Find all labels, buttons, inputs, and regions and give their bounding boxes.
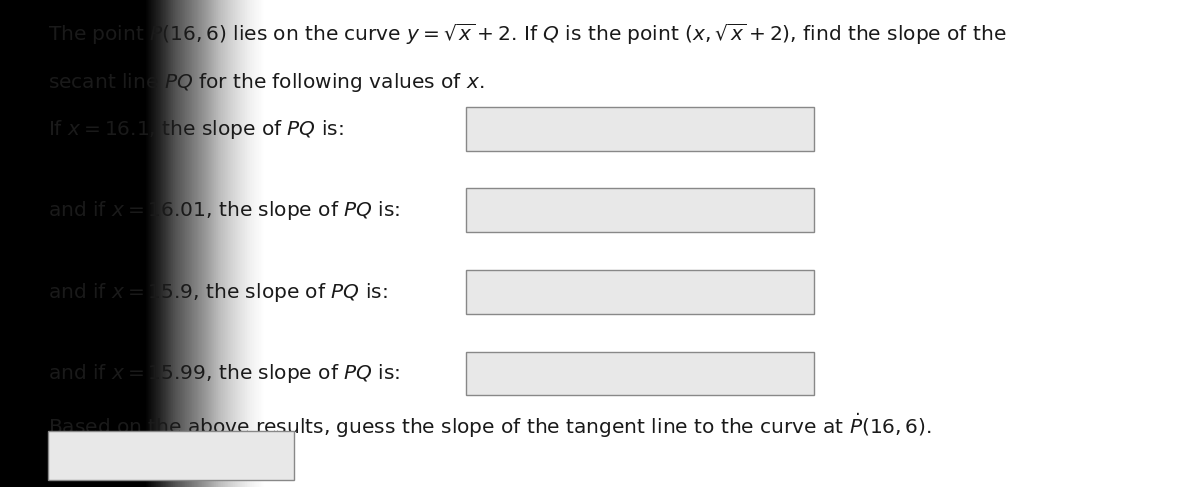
FancyBboxPatch shape <box>466 352 814 395</box>
Text: The point $P(16, 6)$ lies on the curve $y = \sqrt{x} + 2$. If $Q$ is the point $: The point $P(16, 6)$ lies on the curve $… <box>48 22 1007 47</box>
Text: Based on the above results, guess the slope of the tangent line to the curve at : Based on the above results, guess the sl… <box>48 412 932 440</box>
FancyBboxPatch shape <box>466 270 814 314</box>
Text: If $x = 16.1$, the slope of $PQ$ is:: If $x = 16.1$, the slope of $PQ$ is: <box>48 117 343 141</box>
FancyBboxPatch shape <box>466 188 814 232</box>
Text: secant line $PQ$ for the following values of $x$.: secant line $PQ$ for the following value… <box>48 71 485 94</box>
Text: and if $x = 15.99$, the slope of $PQ$ is:: and if $x = 15.99$, the slope of $PQ$ is… <box>48 362 401 385</box>
FancyBboxPatch shape <box>466 107 814 151</box>
Text: and if $x = 16.01$, the slope of $PQ$ is:: and if $x = 16.01$, the slope of $PQ$ is… <box>48 199 401 222</box>
FancyBboxPatch shape <box>48 431 294 480</box>
Text: and if $x = 15.9$, the slope of $PQ$ is:: and if $x = 15.9$, the slope of $PQ$ is: <box>48 281 388 304</box>
